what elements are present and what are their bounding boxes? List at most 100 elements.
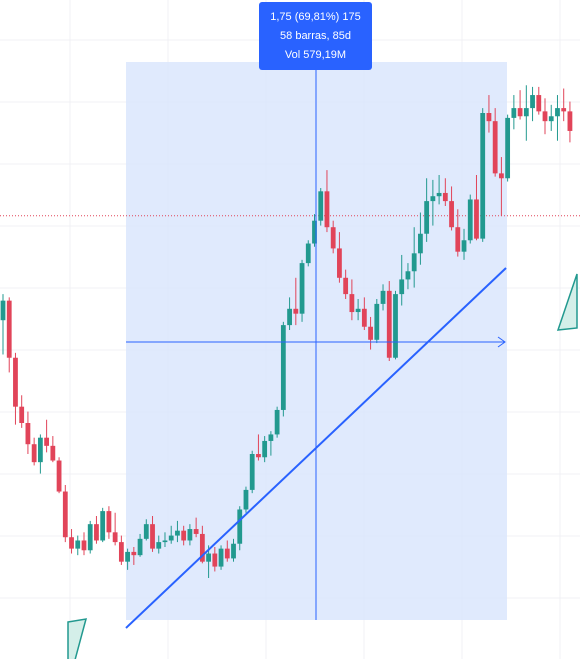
candle-body-up [411,253,417,272]
candle-body-down [118,542,124,562]
candle [455,209,461,257]
candle [231,538,236,562]
candle [224,540,230,562]
candle-body-down [442,192,448,202]
candle-body-down [361,308,367,327]
candle [511,95,517,130]
candle [305,240,311,267]
candle-body-up [168,535,174,541]
candle [355,299,361,321]
candle [337,232,342,283]
candle [517,90,523,120]
candle-body-up [175,530,180,536]
candle [555,95,560,141]
candle [0,294,6,355]
candle-body-down [31,444,37,463]
candle-body-down [150,524,155,549]
candle [243,486,249,513]
candle-body-down [94,524,99,541]
candle-body-up [355,308,361,313]
candle-body-up [249,454,255,490]
candle-body-up [156,542,162,549]
candle [474,175,479,241]
candle [467,194,473,244]
candle-body-up [268,434,274,441]
candle-body-up [430,196,436,202]
candle-body-up [100,511,106,541]
candle-body-down [131,551,137,556]
candle [175,520,180,543]
candle [125,548,130,570]
candle [268,431,274,456]
candle [69,529,74,554]
candle-body-up [280,325,286,410]
candle [486,95,492,133]
candle [193,517,199,538]
candle [112,512,118,546]
candle-body-down [193,529,199,534]
pattern-triangle-marker[interactable] [556,273,578,331]
tooltip-bars-duration: 58 barras, 85d [280,29,351,42]
candle [312,214,317,247]
candle [56,457,62,494]
candle-body-down [69,537,74,549]
candle [368,316,373,350]
candle-body-up [237,509,243,544]
candle [374,299,380,344]
candle-body-down [492,121,498,174]
candle-body-down [567,111,573,131]
candle [492,108,498,177]
candle [6,297,12,373]
candle [499,157,504,216]
candle-body-up [530,95,535,109]
candles [0,85,573,578]
candle-body-up [287,308,292,326]
candle [62,485,68,543]
candle [361,297,367,330]
candle-body-down [25,423,31,445]
candle-body-up [143,524,149,539]
candle [561,88,567,122]
candle [81,532,87,556]
candle-body-up [75,540,81,549]
pattern-triangle-marker[interactable] [67,618,88,659]
candle-body-up [87,524,93,551]
candle-body-down [349,294,355,313]
candle [536,86,542,115]
candle-body-down [224,548,230,559]
candle-body-down [499,173,504,179]
candle [31,437,37,466]
candle-body-up [262,440,268,458]
candle-body-up [399,279,405,295]
candle [181,525,187,546]
candle [548,104,554,131]
candle-body-down [62,491,68,538]
candle [262,436,268,463]
candle [249,450,255,494]
candle [75,535,81,556]
candle [50,436,56,463]
candle [449,186,454,231]
candle [218,545,224,570]
candle-body-up [424,201,430,234]
candle-body-down [474,199,479,239]
candle-body-down [386,290,392,358]
candle [349,279,355,321]
candle [13,352,18,425]
candle-body-down [13,357,18,407]
candle [237,506,243,551]
candle [44,419,50,453]
candle-body-up [374,303,380,340]
candle [461,228,467,260]
candle-body-down [56,460,62,492]
candle-body-down [486,113,492,122]
candle-body-down [112,532,118,543]
candle-body-up [0,300,6,321]
candle [343,269,349,299]
candle [318,188,324,226]
trend-line[interactable] [125,267,507,629]
candle [87,520,93,554]
measure-arrow-head [497,336,506,348]
